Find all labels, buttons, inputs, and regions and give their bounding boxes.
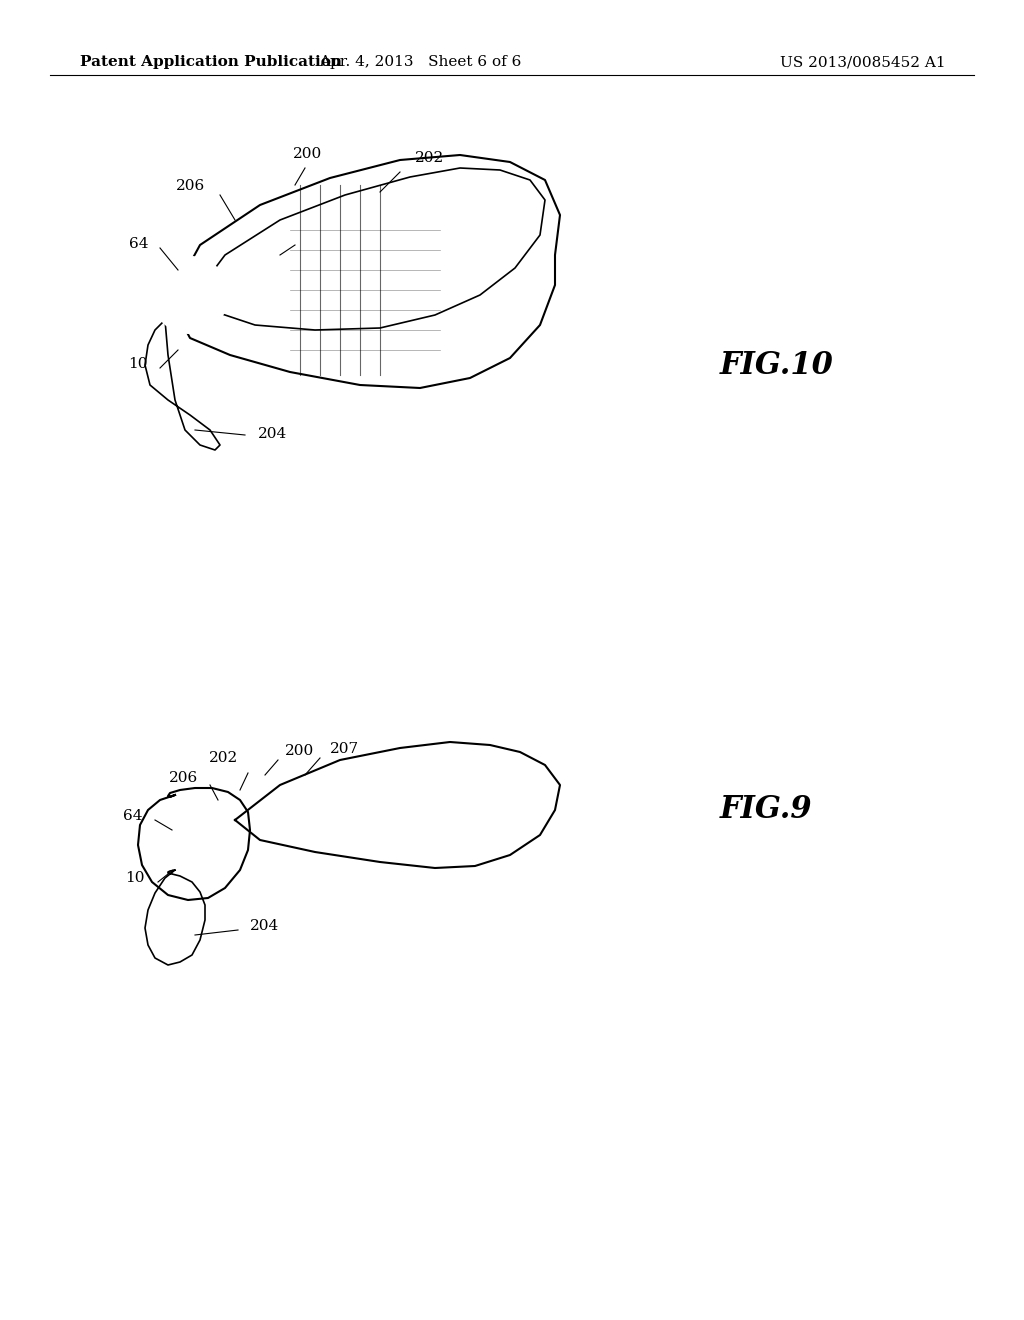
Circle shape [152,257,228,333]
Text: US 2013/0085452 A1: US 2013/0085452 A1 [780,55,945,69]
Text: 206: 206 [176,180,205,193]
Text: 204: 204 [258,426,288,441]
Polygon shape [145,870,205,965]
Text: Apr. 4, 2013   Sheet 6 of 6: Apr. 4, 2013 Sheet 6 of 6 [318,55,521,69]
Polygon shape [138,788,250,900]
Text: 202: 202 [415,150,444,165]
Text: 206: 206 [169,771,198,785]
Text: 202: 202 [209,751,238,766]
Circle shape [162,813,222,873]
Text: 10: 10 [126,871,145,884]
Text: FIG.10: FIG.10 [720,350,834,380]
Text: 207: 207 [239,247,268,261]
Polygon shape [170,154,560,388]
Text: FIG.9: FIG.9 [720,795,813,825]
Text: Patent Application Publication: Patent Application Publication [80,55,342,69]
Text: 64: 64 [128,238,148,251]
Text: 204: 204 [250,919,280,933]
Ellipse shape [180,838,198,847]
Text: 207: 207 [330,742,359,756]
Text: 200: 200 [293,147,323,161]
Text: 64: 64 [124,809,143,822]
Polygon shape [145,319,220,450]
Polygon shape [234,742,560,869]
Polygon shape [195,168,545,330]
Ellipse shape [172,288,198,302]
Text: 10: 10 [128,356,148,371]
Text: 200: 200 [285,744,314,758]
